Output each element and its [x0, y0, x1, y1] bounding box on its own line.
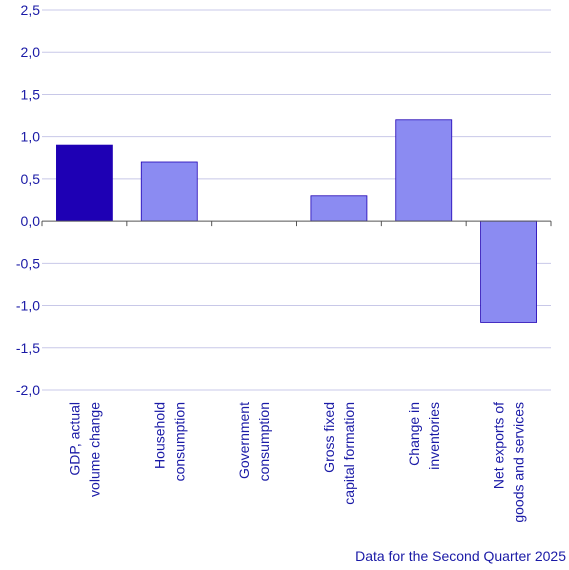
y-tick-label: -0,5 — [16, 255, 40, 271]
category-label: GDP, actual volume change — [66, 402, 102, 497]
bar — [56, 144, 113, 222]
category-label-line: Net exports of — [491, 402, 507, 489]
category-label-line: goods and services — [511, 402, 527, 523]
y-tick-label: 2,0 — [21, 44, 41, 60]
x-axis — [41, 220, 552, 227]
category-label: Change in inventories — [406, 402, 442, 470]
bar — [140, 161, 198, 222]
footnote: Data for the Second Quarter 2025 — [355, 548, 566, 564]
y-axis-tick-labels: 2,5 2,0 1,5 1,0 0,5 0,0 -0,5 -1,0 -1,5 -2,0 — [16, 2, 40, 398]
y-tick-label: 0,0 — [21, 213, 41, 229]
y-tick-label: 2,5 — [21, 2, 41, 18]
category-label-line: inventories — [426, 402, 442, 470]
y-tick-label: -1,5 — [16, 340, 40, 356]
category-label-line: consumption — [171, 402, 187, 481]
category-label-line: consumption — [256, 402, 272, 481]
category-label-line: Household — [151, 402, 167, 469]
category-label: Government consumption — [236, 402, 272, 481]
category-label-line: Gross fixed — [321, 402, 337, 473]
y-tick-label: -2,0 — [16, 382, 40, 398]
category-label: Gross fixed capital formation — [321, 402, 357, 505]
category-label: Household consumption — [151, 402, 187, 481]
y-tick-label: 1,5 — [21, 86, 41, 102]
category-label-line: Government — [236, 402, 252, 479]
gridlines — [42, 9, 551, 391]
bar — [395, 119, 453, 222]
bar — [480, 220, 537, 323]
y-tick-label: -1,0 — [16, 298, 40, 314]
category-label: Net exports of goods and services — [491, 402, 527, 523]
category-label-line: volume change — [86, 402, 102, 497]
bar — [310, 195, 368, 222]
category-labels: GDP, actual volume change Household consump… — [66, 402, 526, 523]
category-label-line: GDP, actual — [66, 402, 82, 476]
category-label-line: capital formation — [341, 402, 357, 505]
y-tick-label: 0,5 — [21, 171, 41, 187]
bars — [56, 119, 537, 323]
category-label-line: Change in — [406, 402, 422, 466]
y-tick-label: 1,0 — [21, 129, 41, 145]
